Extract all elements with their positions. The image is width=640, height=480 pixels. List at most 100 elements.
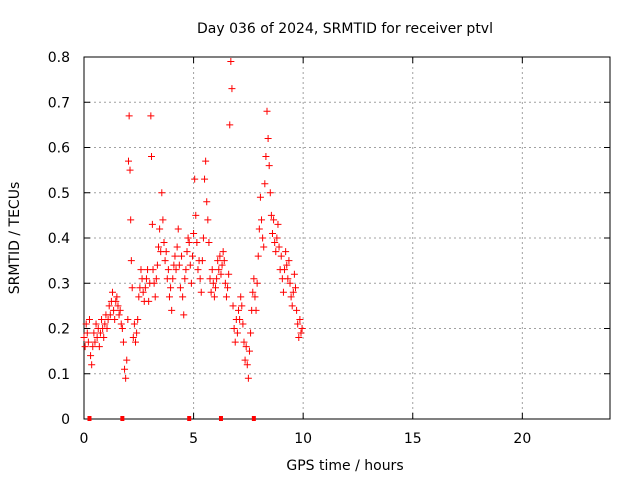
data-point <box>83 329 91 337</box>
y-axis-label: SRMTID / TECUs <box>7 182 23 295</box>
data-point <box>148 153 156 161</box>
data-point <box>239 320 247 328</box>
data-point <box>225 270 233 278</box>
x-tick-label: 0 <box>80 431 89 447</box>
data-point <box>133 329 141 337</box>
data-point <box>258 216 266 224</box>
data-point <box>283 261 291 269</box>
data-point <box>281 266 289 274</box>
y-tick-label: 0.2 <box>48 322 70 338</box>
data-point <box>122 374 130 382</box>
data-point <box>93 334 101 342</box>
data-point <box>141 284 149 292</box>
data-point <box>169 275 177 283</box>
x-axis-marker <box>87 416 92 421</box>
data-point <box>208 266 216 274</box>
data-point <box>219 248 227 256</box>
data-point <box>150 279 158 287</box>
data-point <box>287 293 295 301</box>
data-point <box>132 338 140 346</box>
data-point <box>111 315 119 323</box>
data-point <box>196 275 204 283</box>
data-point <box>217 270 225 278</box>
data-point <box>106 311 114 319</box>
data-point <box>160 239 168 247</box>
data-point <box>187 279 195 287</box>
data-point <box>123 356 131 364</box>
data-points <box>80 58 306 382</box>
data-point <box>174 225 182 233</box>
data-point <box>291 284 299 292</box>
data-point <box>149 266 157 274</box>
data-point <box>98 315 106 323</box>
data-point <box>85 315 93 323</box>
data-point <box>282 248 290 256</box>
data-point <box>178 252 186 260</box>
data-point <box>171 252 179 260</box>
data-point <box>115 311 123 319</box>
data-point <box>262 153 270 161</box>
data-point <box>255 225 263 233</box>
data-point <box>233 329 241 337</box>
data-point <box>214 257 222 265</box>
data-point <box>118 325 126 332</box>
data-point <box>181 275 189 283</box>
data-point <box>224 284 232 292</box>
data-point <box>290 270 298 278</box>
data-point <box>206 275 214 283</box>
data-point <box>139 288 147 296</box>
data-point <box>182 266 190 274</box>
data-point <box>129 334 137 342</box>
data-point <box>192 211 200 219</box>
data-point <box>117 320 125 328</box>
x-tick-label: 5 <box>189 431 198 447</box>
data-point <box>96 329 104 337</box>
data-point <box>205 239 213 247</box>
data-point <box>121 365 129 373</box>
data-point <box>161 257 169 265</box>
data-point <box>253 279 261 287</box>
data-point <box>142 275 150 283</box>
data-point <box>148 220 156 228</box>
data-point <box>116 306 124 314</box>
data-point <box>104 315 112 323</box>
data-point <box>179 293 187 301</box>
data-point <box>273 234 281 242</box>
data-point <box>176 284 184 292</box>
data-point <box>243 361 251 369</box>
data-point <box>91 338 99 346</box>
chart-title: Day 036 of 2024, SRMTID for receiver ptv… <box>197 21 493 37</box>
data-point <box>135 293 143 301</box>
data-point <box>127 257 135 265</box>
data-point <box>198 257 206 265</box>
data-point <box>266 189 274 197</box>
plot-frame <box>83 56 611 420</box>
data-point <box>191 175 199 183</box>
data-point <box>164 266 172 274</box>
data-point <box>216 252 224 260</box>
data-point <box>298 325 306 332</box>
data-point <box>183 248 191 256</box>
data-point <box>100 334 108 342</box>
x-tick-label: 20 <box>513 431 531 447</box>
data-point <box>270 216 278 224</box>
x-axis-label: GPS time / hours <box>286 458 403 474</box>
data-point <box>124 315 132 323</box>
data-point <box>119 338 127 346</box>
data-point <box>295 334 303 342</box>
x-axis-markers <box>87 416 256 421</box>
data-point <box>199 234 207 242</box>
data-point <box>162 248 170 256</box>
data-point <box>226 121 234 129</box>
data-point <box>297 329 305 337</box>
data-point <box>153 261 161 269</box>
data-point <box>159 216 167 224</box>
data-point <box>125 112 133 120</box>
data-point <box>105 302 113 310</box>
data-point <box>186 261 194 269</box>
data-point <box>165 293 173 301</box>
data-point <box>145 297 153 305</box>
data-point <box>285 257 293 265</box>
data-point <box>213 275 221 283</box>
